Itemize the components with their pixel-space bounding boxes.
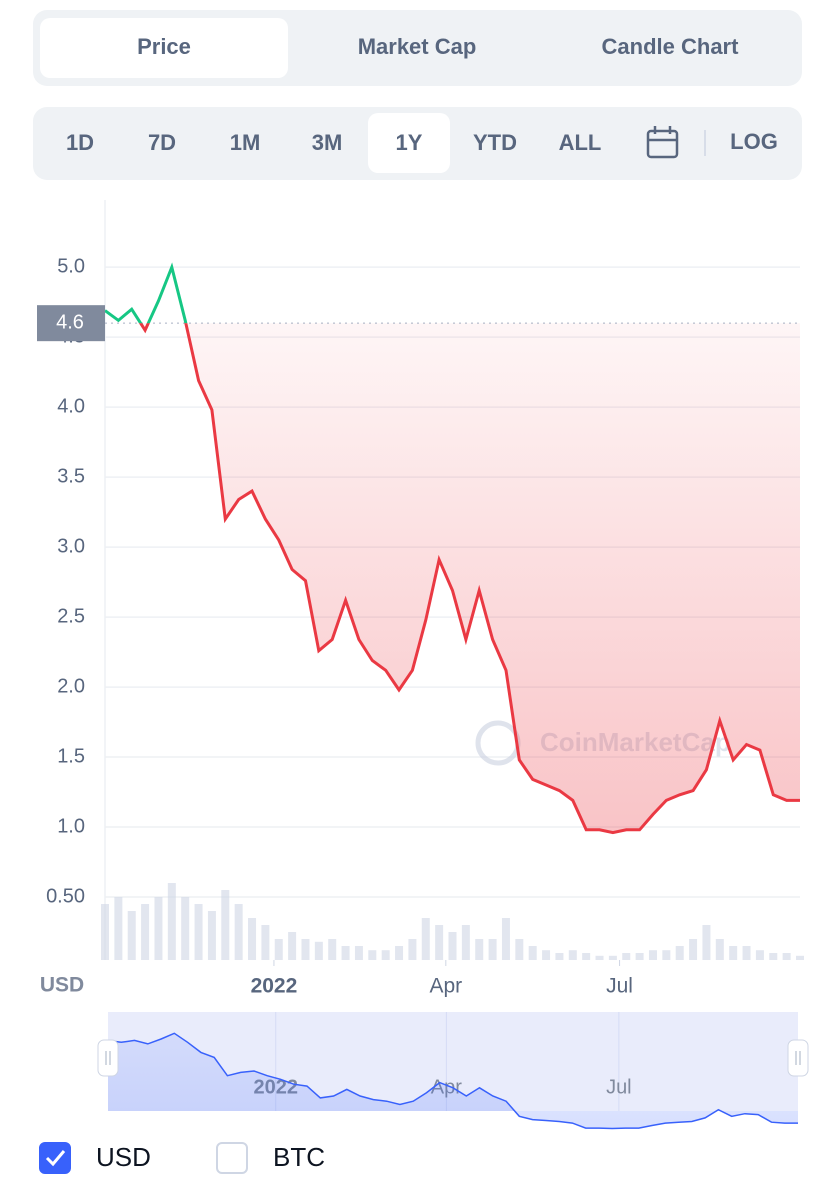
volume-bar	[528, 946, 537, 960]
tab[interactable]: Price	[137, 34, 191, 59]
y-tick-label: 4.0	[57, 395, 85, 417]
reference-label: 4.6	[56, 311, 84, 333]
log-toggle[interactable]: LOG	[730, 129, 778, 154]
checkbox[interactable]	[216, 1142, 248, 1174]
volume-bar	[395, 946, 404, 960]
navigator-label: Jul	[606, 1076, 632, 1098]
volume-bar	[648, 950, 657, 960]
volume-bar	[408, 939, 417, 960]
volume-bar	[314, 941, 323, 960]
volume-bar	[341, 946, 350, 960]
volume-bar	[635, 953, 644, 960]
volume-bar	[114, 897, 123, 960]
x-tick-label: Jul	[606, 975, 633, 998]
reference-badge	[37, 305, 105, 342]
range-button[interactable]: YTD	[473, 130, 517, 155]
area-fill	[105, 323, 800, 833]
volume-bar	[662, 950, 671, 960]
x-tick-label: Apr	[429, 975, 462, 998]
x-tick-label: 2022	[251, 975, 298, 998]
volume-bar	[488, 939, 497, 960]
volume-bar	[608, 955, 617, 960]
volume-bar	[141, 904, 150, 960]
volume-bar	[461, 925, 470, 960]
volume-bar	[702, 925, 711, 960]
volume-bar	[796, 955, 804, 960]
volume-bar	[675, 946, 684, 960]
active-range	[368, 113, 450, 173]
volume-bar	[248, 918, 257, 960]
y-tick-label: 2.0	[57, 675, 85, 697]
volume-bar	[742, 946, 751, 960]
y-tick-label: 2.5	[57, 605, 85, 627]
volume-bar	[421, 918, 430, 960]
volume-bar	[448, 932, 457, 960]
y-tick-label: 5.0	[57, 255, 85, 277]
volume-bar	[181, 897, 190, 960]
y-tick-label: 0.50	[46, 885, 85, 907]
y-tick-label: 1.5	[57, 745, 85, 767]
y-tick-label: 3.0	[57, 535, 85, 557]
checkmark	[45, 1150, 66, 1167]
volume-bar	[194, 904, 203, 960]
axis-unit: USD	[40, 974, 84, 997]
tab[interactable]: Candle Chart	[602, 34, 740, 59]
y-tick-label: 3.5	[57, 465, 85, 487]
volume-bar	[435, 925, 444, 960]
volume-bar	[582, 953, 591, 960]
volume-bar	[234, 904, 243, 960]
y-tick-label: 1.0	[57, 815, 85, 837]
volume-bar	[782, 953, 791, 960]
volume-bar	[595, 955, 604, 960]
volume-bar	[154, 897, 163, 960]
volume-bar	[568, 950, 577, 960]
checkbox-label[interactable]: USD	[96, 1142, 151, 1172]
volume-bar	[127, 911, 136, 960]
navigator-line	[107, 1032, 798, 1130]
range-button[interactable]: 1D	[66, 130, 94, 155]
chart-layer: 0.501.01.52.02.53.03.54.04.55.0CoinMarke…	[37, 200, 809, 1130]
range-button[interactable]: 3M	[312, 130, 343, 155]
volume-bar	[207, 911, 216, 960]
volume-bar	[368, 950, 377, 960]
volume-bar	[689, 939, 698, 960]
volume-bar	[354, 946, 363, 960]
checkbox[interactable]	[39, 1142, 71, 1174]
volume-bar	[274, 939, 283, 960]
volume-bar	[622, 953, 631, 960]
range-button[interactable]: ALL	[559, 130, 602, 155]
navigator-handle[interactable]	[787, 1039, 809, 1077]
tab[interactable]: Market Cap	[358, 34, 477, 59]
volume-bar	[501, 918, 510, 960]
volume-bar	[221, 890, 230, 960]
volume-bar	[769, 953, 778, 960]
range-button[interactable]: 1M	[230, 130, 261, 155]
navigator-area	[108, 1033, 798, 1129]
price-line-down	[138, 323, 800, 835]
range-button[interactable]: 7D	[148, 130, 176, 155]
volume-bar	[475, 939, 484, 960]
active-tab	[40, 18, 288, 78]
volume-bar	[101, 904, 109, 960]
checkbox-label[interactable]: BTC	[273, 1142, 325, 1172]
volume-bar	[515, 939, 524, 960]
volume-bar	[755, 950, 764, 960]
volume-bar	[328, 939, 337, 960]
volume-bar	[167, 883, 176, 960]
volume-bar	[555, 953, 564, 960]
calendar-icon[interactable]	[646, 126, 679, 159]
volume-bar	[261, 925, 270, 960]
volume-bar	[715, 939, 724, 960]
range-button[interactable]: 1Y	[396, 130, 423, 155]
volume-bar	[729, 946, 738, 960]
volume-bar	[381, 950, 390, 960]
volume-bar	[542, 950, 551, 960]
volume-bar	[288, 932, 297, 960]
navigator-handle[interactable]	[97, 1039, 119, 1077]
volume-bar	[301, 939, 310, 960]
